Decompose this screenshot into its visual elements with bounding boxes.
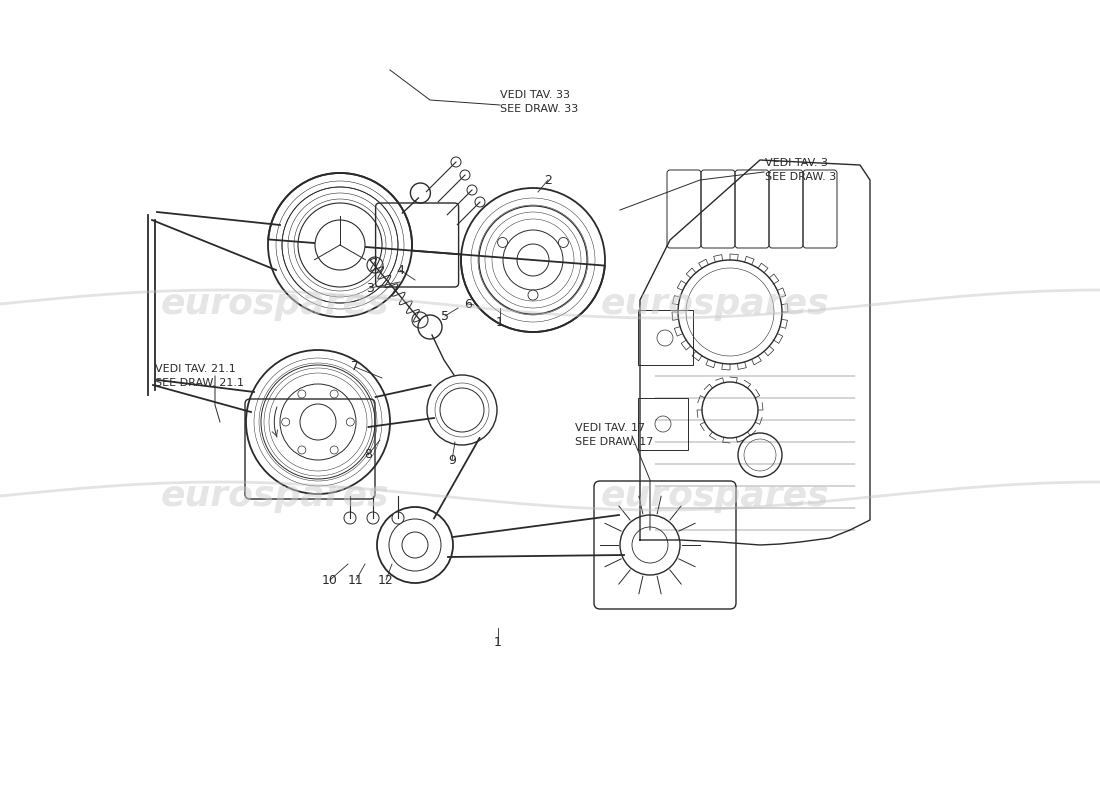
Text: 9: 9 [448,454,455,466]
Circle shape [475,197,485,207]
Text: 7: 7 [351,361,359,374]
Circle shape [330,390,338,398]
Circle shape [559,238,569,247]
Circle shape [497,238,507,247]
Text: VEDI TAV. 17
SEE DRAW. 17: VEDI TAV. 17 SEE DRAW. 17 [575,423,653,446]
Circle shape [346,418,354,426]
Circle shape [298,390,306,398]
Text: 11: 11 [348,574,364,586]
Text: 10: 10 [322,574,338,586]
Text: VEDI TAV. 21.1
SEE DRAW. 21.1: VEDI TAV. 21.1 SEE DRAW. 21.1 [155,364,244,388]
Text: 3: 3 [366,282,374,294]
Text: eurospares: eurospares [161,287,389,321]
Circle shape [367,512,380,524]
Circle shape [298,446,306,454]
Circle shape [392,512,404,524]
Text: 8: 8 [364,449,372,462]
Text: 5: 5 [441,310,449,322]
Text: 4: 4 [396,263,404,277]
Text: eurospares: eurospares [161,479,389,513]
Circle shape [315,220,365,270]
Circle shape [344,512,356,524]
Text: 12: 12 [378,574,394,586]
Text: 2: 2 [544,174,552,186]
Bar [638,398,688,450]
Circle shape [528,290,538,300]
Circle shape [451,157,461,167]
Text: VEDI TAV. 3
SEE DRAW. 3: VEDI TAV. 3 SEE DRAW. 3 [764,158,836,182]
Text: 6: 6 [464,298,472,310]
Text: 1: 1 [494,637,502,650]
Circle shape [468,185,477,195]
Circle shape [330,446,338,454]
Text: VEDI TAV. 33
SEE DRAW. 33: VEDI TAV. 33 SEE DRAW. 33 [500,90,579,114]
Circle shape [282,418,289,426]
Bar [638,310,693,365]
Text: eurospares: eurospares [601,479,829,513]
Text: 1: 1 [496,317,504,330]
Text: eurospares: eurospares [601,287,829,321]
Circle shape [460,170,470,180]
